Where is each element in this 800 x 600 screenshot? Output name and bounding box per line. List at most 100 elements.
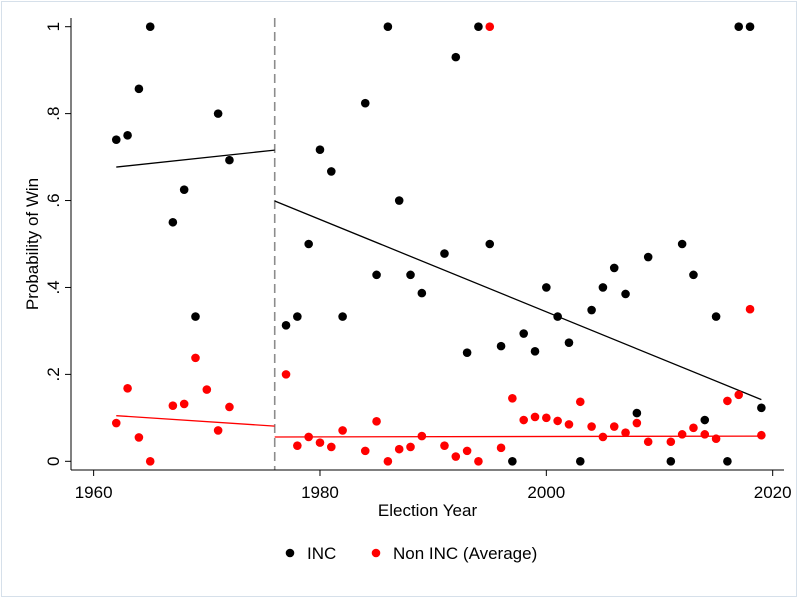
fit-line xyxy=(274,200,762,401)
inc-point xyxy=(700,415,710,425)
non-inc-point xyxy=(225,402,234,412)
y-tick-label: .6 xyxy=(44,193,63,207)
non-inc-point xyxy=(394,444,404,454)
inc-point xyxy=(474,22,483,31)
non-inc-point xyxy=(304,432,313,442)
inc-point xyxy=(406,270,415,280)
fit-line xyxy=(116,415,275,427)
non-inc-point xyxy=(202,385,212,394)
non-inc-point xyxy=(417,431,427,441)
x-axis-title: Election Year xyxy=(378,501,478,520)
non-inc-point xyxy=(553,416,562,426)
non-inc-point xyxy=(383,457,393,466)
non-inc-point xyxy=(508,393,517,403)
inc-point xyxy=(372,270,381,280)
inc-point xyxy=(168,217,178,227)
inc-point xyxy=(451,52,461,62)
inc-point xyxy=(293,312,302,321)
non-inc-point xyxy=(621,428,630,437)
legend-marker-inc xyxy=(285,548,295,558)
non-inc-point xyxy=(315,438,325,447)
legend-label-inc: INC xyxy=(307,544,336,563)
non-inc-point xyxy=(757,430,766,440)
inc-point xyxy=(123,131,132,140)
inc-point xyxy=(519,329,528,338)
inc-point xyxy=(711,312,721,321)
fit-line xyxy=(274,435,762,438)
inc-point xyxy=(462,348,472,357)
inc-point xyxy=(553,312,562,321)
inc-point xyxy=(575,457,585,466)
inc-point xyxy=(632,408,642,418)
non-inc-point xyxy=(632,418,642,428)
non-inc-point xyxy=(587,422,596,431)
non-inc-point xyxy=(723,396,732,406)
inc-point xyxy=(542,283,551,292)
non-inc-point xyxy=(327,442,336,452)
inc-point xyxy=(734,22,744,31)
non-inc-point xyxy=(451,452,461,461)
inc-point xyxy=(281,320,291,330)
inc-point xyxy=(417,288,427,298)
non-inc-point xyxy=(360,446,370,456)
non-inc-point xyxy=(485,22,495,31)
y-tick-label: 1 xyxy=(44,22,63,31)
non-inc-point xyxy=(700,430,710,439)
non-inc-point xyxy=(440,441,449,450)
inc-point xyxy=(508,457,517,466)
non-inc-point xyxy=(191,353,200,363)
plot-area xyxy=(111,18,766,470)
non-inc-point xyxy=(564,420,574,429)
non-inc-point xyxy=(519,415,528,425)
non-inc-point xyxy=(575,397,585,407)
non-inc-point xyxy=(666,437,676,447)
non-inc-point xyxy=(372,417,381,426)
inc-point xyxy=(677,239,687,249)
inc-point xyxy=(440,249,449,258)
inc-point xyxy=(745,22,755,31)
inc-point xyxy=(723,457,732,466)
non-inc-point xyxy=(745,304,755,314)
fit-line xyxy=(116,149,275,168)
non-inc-point xyxy=(338,426,347,435)
non-inc-point xyxy=(406,442,415,452)
non-inc-point xyxy=(134,433,144,442)
legend: INC Non INC (Average) xyxy=(285,544,537,563)
non-inc-point xyxy=(542,413,551,423)
non-inc-point xyxy=(179,399,189,409)
non-inc-point xyxy=(168,401,178,410)
x-tick-label: 2020 xyxy=(754,483,792,502)
legend-label-non-inc: Non INC (Average) xyxy=(393,544,537,563)
non-inc-point xyxy=(111,418,121,428)
inc-point xyxy=(609,263,619,273)
non-inc-point xyxy=(145,457,155,466)
non-inc-point xyxy=(734,390,744,400)
inc-point xyxy=(179,185,189,194)
inc-point xyxy=(530,347,540,356)
non-inc-point xyxy=(677,430,687,439)
non-inc-point xyxy=(474,457,483,466)
non-inc-point xyxy=(293,441,302,450)
inc-point xyxy=(689,270,698,280)
non-inc-point xyxy=(711,434,721,444)
inc-point xyxy=(621,289,630,299)
axes: 1960 1980 2000 2020 0 .2 .4 .6 .8 1 Election Year P… xyxy=(23,18,792,520)
inc-point xyxy=(315,145,325,154)
inc-point xyxy=(496,341,506,351)
y-tick-label: .8 xyxy=(44,107,63,121)
inc-point xyxy=(666,457,676,466)
legend-marker-non-inc xyxy=(371,548,381,558)
y-axis-title: Probability of Win xyxy=(23,178,42,310)
inc-point xyxy=(394,196,404,205)
inc-point xyxy=(213,109,223,118)
non-inc-point xyxy=(689,423,698,433)
inc-point xyxy=(145,22,155,31)
non-inc-point xyxy=(643,437,653,447)
inc-point xyxy=(134,84,144,94)
y-tick-label: .2 xyxy=(44,367,63,381)
y-tick-label: 0 xyxy=(44,457,63,466)
inc-point xyxy=(757,403,766,413)
inc-point xyxy=(338,312,347,321)
